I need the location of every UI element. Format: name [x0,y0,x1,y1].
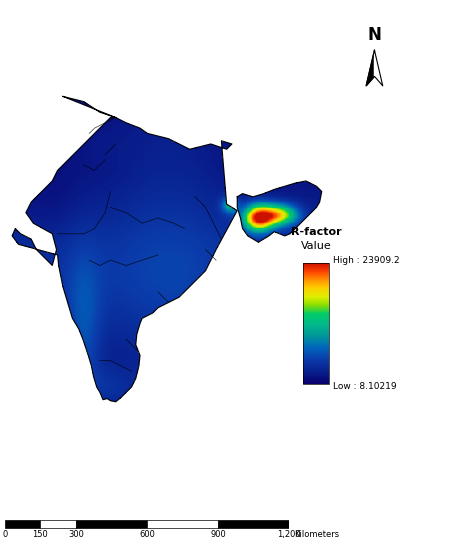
Text: 0: 0 [2,530,8,539]
Bar [218,521,289,528]
Bar [76,521,147,528]
Text: 300: 300 [68,530,84,539]
Text: R-factor: R-factor [291,226,342,237]
Text: N: N [367,26,382,44]
Text: Low : 8.10219: Low : 8.10219 [333,381,397,391]
Bar [5,521,40,528]
Text: 600: 600 [139,530,155,539]
Text: 900: 900 [210,530,226,539]
Bar [40,521,76,528]
Text: 1,200: 1,200 [277,530,301,539]
Polygon shape [366,50,374,86]
Text: Kilometers: Kilometers [294,530,339,539]
Bar [147,521,218,528]
Text: Value: Value [301,241,332,251]
Text: 150: 150 [32,530,48,539]
Polygon shape [374,50,383,86]
Text: High : 23909.2: High : 23909.2 [333,256,400,265]
